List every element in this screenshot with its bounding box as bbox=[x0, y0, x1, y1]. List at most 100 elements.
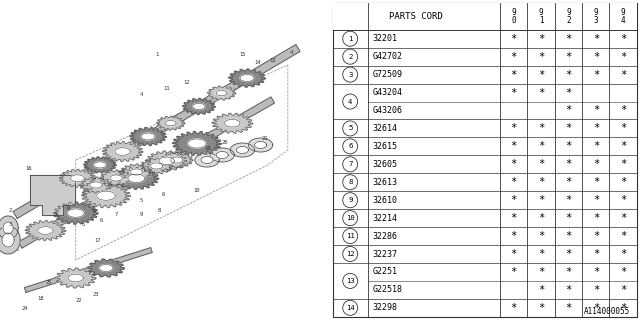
Polygon shape bbox=[159, 157, 174, 165]
Text: 2: 2 bbox=[348, 54, 353, 60]
Text: *: * bbox=[620, 124, 627, 133]
Polygon shape bbox=[130, 169, 143, 175]
Text: 5: 5 bbox=[81, 222, 84, 228]
Text: *: * bbox=[565, 285, 572, 295]
Text: *: * bbox=[593, 106, 599, 116]
Text: 15: 15 bbox=[239, 52, 246, 58]
Text: *: * bbox=[538, 195, 544, 205]
Text: *: * bbox=[511, 141, 516, 151]
Circle shape bbox=[343, 94, 358, 109]
Text: 19: 19 bbox=[204, 146, 211, 150]
Circle shape bbox=[343, 175, 358, 190]
Text: 9
3: 9 3 bbox=[593, 8, 598, 25]
Text: *: * bbox=[593, 231, 599, 241]
Text: *: * bbox=[511, 159, 516, 169]
Polygon shape bbox=[230, 143, 255, 157]
Text: 4: 4 bbox=[348, 99, 353, 105]
Text: *: * bbox=[511, 195, 516, 205]
Text: 32613: 32613 bbox=[372, 178, 397, 187]
Polygon shape bbox=[68, 274, 83, 282]
Text: 8: 8 bbox=[54, 212, 57, 218]
Text: *: * bbox=[565, 106, 572, 116]
Polygon shape bbox=[240, 75, 254, 82]
Polygon shape bbox=[120, 164, 152, 180]
Text: *: * bbox=[593, 249, 599, 259]
Text: *: * bbox=[620, 34, 627, 44]
Text: 4: 4 bbox=[140, 92, 143, 98]
Text: 12: 12 bbox=[346, 251, 355, 257]
Text: 4: 4 bbox=[289, 50, 292, 54]
Polygon shape bbox=[171, 157, 183, 163]
Polygon shape bbox=[94, 162, 106, 168]
Polygon shape bbox=[141, 133, 155, 140]
Polygon shape bbox=[114, 167, 159, 189]
Polygon shape bbox=[25, 220, 66, 241]
Text: *: * bbox=[538, 52, 544, 62]
Polygon shape bbox=[255, 141, 267, 148]
Polygon shape bbox=[0, 226, 20, 254]
Text: *: * bbox=[538, 267, 544, 277]
Text: *: * bbox=[511, 303, 516, 313]
Text: 18: 18 bbox=[37, 295, 44, 300]
Text: *: * bbox=[565, 213, 572, 223]
Text: *: * bbox=[593, 141, 599, 151]
Text: *: * bbox=[620, 159, 627, 169]
Polygon shape bbox=[201, 156, 213, 164]
Text: 9: 9 bbox=[348, 197, 353, 203]
Text: 8: 8 bbox=[158, 207, 161, 212]
Text: *: * bbox=[511, 267, 516, 277]
Polygon shape bbox=[97, 191, 115, 200]
Text: 6: 6 bbox=[162, 193, 165, 197]
Text: *: * bbox=[593, 34, 599, 44]
Text: G42702: G42702 bbox=[372, 52, 403, 61]
Text: 6: 6 bbox=[99, 218, 102, 222]
Text: *: * bbox=[511, 34, 516, 44]
Text: *: * bbox=[620, 195, 627, 205]
Polygon shape bbox=[70, 175, 84, 182]
Text: 9
0: 9 0 bbox=[511, 8, 516, 25]
Text: *: * bbox=[620, 177, 627, 187]
Circle shape bbox=[343, 31, 358, 46]
Polygon shape bbox=[161, 152, 193, 168]
Text: *: * bbox=[511, 52, 516, 62]
Text: 20: 20 bbox=[222, 140, 228, 146]
Text: *: * bbox=[565, 88, 572, 98]
Text: 32615: 32615 bbox=[372, 142, 397, 151]
Text: *: * bbox=[565, 159, 572, 169]
Polygon shape bbox=[229, 69, 265, 87]
Text: 7: 7 bbox=[348, 161, 353, 167]
Text: 9: 9 bbox=[140, 212, 143, 218]
Polygon shape bbox=[80, 177, 112, 193]
Circle shape bbox=[343, 157, 358, 172]
Text: 13: 13 bbox=[269, 58, 276, 62]
Polygon shape bbox=[88, 259, 124, 277]
Text: 22: 22 bbox=[76, 298, 82, 302]
Text: *: * bbox=[593, 303, 599, 313]
Text: G22518: G22518 bbox=[372, 285, 403, 294]
Text: 9
1: 9 1 bbox=[539, 8, 543, 25]
Text: 1: 1 bbox=[348, 36, 353, 42]
Text: *: * bbox=[511, 88, 516, 98]
Text: *: * bbox=[565, 231, 572, 241]
Bar bbox=[333, 3, 637, 30]
Text: *: * bbox=[538, 141, 544, 151]
Polygon shape bbox=[56, 268, 96, 288]
Polygon shape bbox=[128, 174, 145, 182]
Text: *: * bbox=[511, 213, 516, 223]
Text: *: * bbox=[593, 213, 599, 223]
Polygon shape bbox=[38, 227, 53, 234]
Text: 32214: 32214 bbox=[372, 214, 397, 223]
Polygon shape bbox=[147, 151, 187, 171]
Text: *: * bbox=[565, 52, 572, 62]
Polygon shape bbox=[195, 153, 219, 167]
Text: 32201: 32201 bbox=[372, 34, 397, 43]
Text: 32237: 32237 bbox=[372, 250, 397, 259]
Text: *: * bbox=[511, 249, 516, 259]
Text: 25: 25 bbox=[45, 279, 52, 284]
Text: 12: 12 bbox=[184, 79, 190, 84]
Circle shape bbox=[343, 121, 358, 136]
Text: *: * bbox=[593, 70, 599, 80]
Text: 2: 2 bbox=[8, 207, 12, 212]
Circle shape bbox=[343, 67, 358, 82]
Polygon shape bbox=[67, 209, 84, 217]
